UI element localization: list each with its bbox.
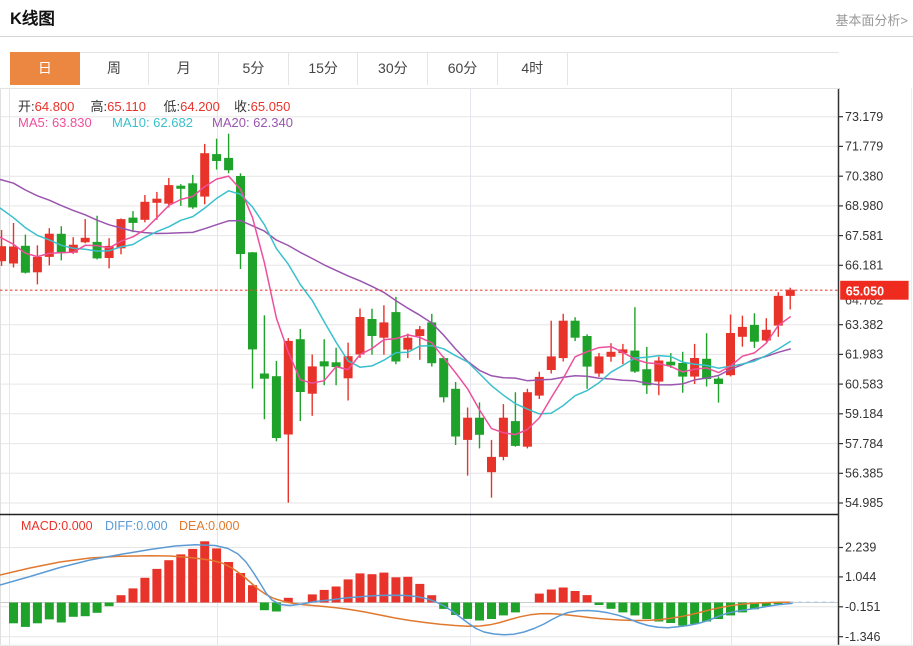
svg-text:71.779: 71.779 bbox=[845, 140, 883, 154]
svg-text:-1.346: -1.346 bbox=[845, 630, 880, 644]
svg-text:65.050: 65.050 bbox=[846, 284, 884, 298]
svg-text:70.380: 70.380 bbox=[845, 169, 883, 183]
svg-text:73.179: 73.179 bbox=[845, 110, 883, 124]
svg-text:1.044: 1.044 bbox=[845, 570, 876, 584]
svg-text:60.583: 60.583 bbox=[845, 377, 883, 391]
svg-text:61.983: 61.983 bbox=[845, 348, 883, 362]
svg-text:59.184: 59.184 bbox=[845, 407, 883, 421]
svg-text:56.385: 56.385 bbox=[845, 467, 883, 481]
svg-text:66.181: 66.181 bbox=[845, 259, 883, 273]
svg-text:-0.151: -0.151 bbox=[845, 600, 880, 614]
svg-text:54.985: 54.985 bbox=[845, 496, 883, 510]
svg-text:68.980: 68.980 bbox=[845, 199, 883, 213]
svg-text:67.581: 67.581 bbox=[845, 229, 883, 243]
svg-text:63.382: 63.382 bbox=[845, 318, 883, 332]
svg-text:2.239: 2.239 bbox=[845, 541, 876, 555]
svg-text:57.784: 57.784 bbox=[845, 437, 883, 451]
